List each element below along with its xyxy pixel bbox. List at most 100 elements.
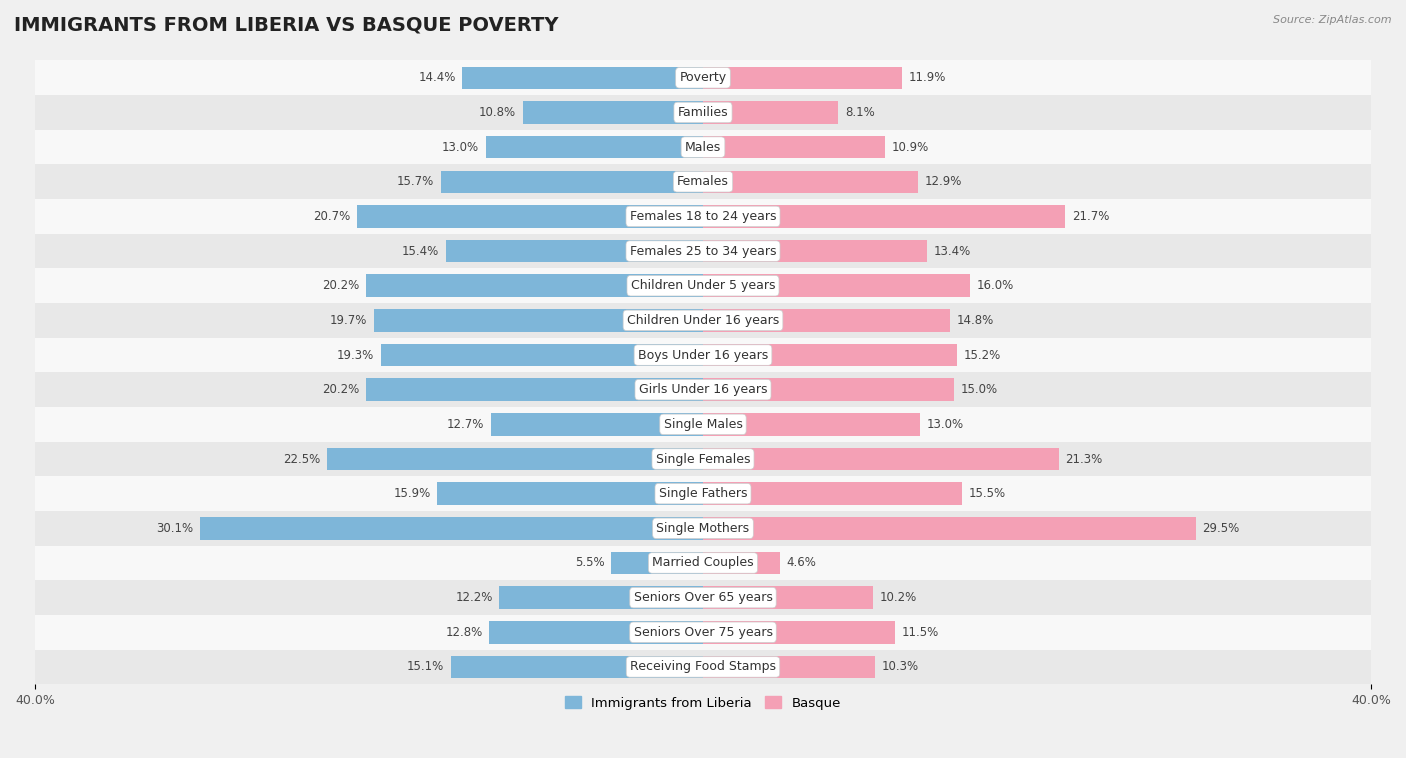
Bar (703, 205, 1066, 227)
Bar (35, 61, 1371, 96)
Text: 15.9%: 15.9% (394, 487, 430, 500)
Text: Children Under 5 years: Children Under 5 years (631, 279, 775, 293)
Bar (446, 240, 703, 262)
Bar (441, 171, 703, 193)
Text: Single Females: Single Females (655, 453, 751, 465)
Text: 4.6%: 4.6% (786, 556, 817, 569)
Bar (703, 413, 920, 436)
Text: Seniors Over 65 years: Seniors Over 65 years (634, 591, 772, 604)
Bar (489, 621, 703, 644)
Text: 20.2%: 20.2% (322, 384, 359, 396)
Text: 11.5%: 11.5% (901, 626, 939, 639)
Text: 22.5%: 22.5% (283, 453, 321, 465)
Bar (35, 476, 1371, 511)
Text: Source: ZipAtlas.com: Source: ZipAtlas.com (1274, 15, 1392, 25)
Bar (612, 552, 703, 575)
Bar (523, 102, 703, 124)
Text: 5.5%: 5.5% (575, 556, 605, 569)
Bar (366, 274, 703, 297)
Text: Girls Under 16 years: Girls Under 16 years (638, 384, 768, 396)
Bar (357, 205, 703, 227)
Text: 16.0%: 16.0% (977, 279, 1014, 293)
Bar (703, 378, 953, 401)
Bar (366, 378, 703, 401)
Text: 15.4%: 15.4% (402, 245, 439, 258)
Text: 30.1%: 30.1% (156, 522, 194, 535)
Bar (35, 164, 1371, 199)
Bar (35, 130, 1371, 164)
Text: 10.8%: 10.8% (479, 106, 516, 119)
Text: 10.3%: 10.3% (882, 660, 920, 673)
Text: 14.8%: 14.8% (957, 314, 994, 327)
Text: 13.0%: 13.0% (927, 418, 965, 431)
Text: 8.1%: 8.1% (845, 106, 875, 119)
Text: 13.0%: 13.0% (441, 141, 479, 154)
Text: 10.9%: 10.9% (891, 141, 929, 154)
Bar (703, 309, 950, 332)
Text: Single Males: Single Males (664, 418, 742, 431)
Text: 15.2%: 15.2% (963, 349, 1001, 362)
Bar (703, 67, 901, 89)
Bar (703, 621, 896, 644)
Bar (381, 344, 703, 366)
Text: 21.3%: 21.3% (1066, 453, 1102, 465)
Text: Receiving Food Stamps: Receiving Food Stamps (630, 660, 776, 673)
Bar (437, 482, 703, 505)
Text: 15.5%: 15.5% (969, 487, 1005, 500)
Bar (703, 136, 884, 158)
Bar (486, 136, 703, 158)
Text: Females 18 to 24 years: Females 18 to 24 years (630, 210, 776, 223)
Text: 12.9%: 12.9% (925, 175, 963, 188)
Text: Children Under 16 years: Children Under 16 years (627, 314, 779, 327)
Bar (703, 274, 970, 297)
Bar (703, 240, 927, 262)
Bar (328, 448, 703, 470)
Text: 20.7%: 20.7% (314, 210, 350, 223)
Bar (35, 199, 1371, 233)
Text: IMMIGRANTS FROM LIBERIA VS BASQUE POVERTY: IMMIGRANTS FROM LIBERIA VS BASQUE POVERT… (14, 15, 558, 34)
Bar (451, 656, 703, 678)
Bar (374, 309, 703, 332)
Text: Single Fathers: Single Fathers (659, 487, 747, 500)
Bar (35, 546, 1371, 581)
Text: Boys Under 16 years: Boys Under 16 years (638, 349, 768, 362)
Bar (35, 96, 1371, 130)
Bar (35, 581, 1371, 615)
Text: 12.8%: 12.8% (446, 626, 482, 639)
Text: Single Mothers: Single Mothers (657, 522, 749, 535)
Bar (35, 511, 1371, 546)
Text: 14.4%: 14.4% (419, 71, 456, 84)
Legend: Immigrants from Liberia, Basque: Immigrants from Liberia, Basque (560, 691, 846, 715)
Bar (35, 338, 1371, 372)
Bar (35, 372, 1371, 407)
Bar (703, 517, 1195, 540)
Text: 11.9%: 11.9% (908, 71, 946, 84)
Text: Seniors Over 75 years: Seniors Over 75 years (634, 626, 772, 639)
Bar (35, 407, 1371, 442)
Bar (35, 650, 1371, 684)
Text: Males: Males (685, 141, 721, 154)
Text: 13.4%: 13.4% (934, 245, 970, 258)
Bar (703, 482, 962, 505)
Bar (200, 517, 703, 540)
Bar (463, 67, 703, 89)
Bar (703, 344, 957, 366)
Bar (35, 303, 1371, 338)
Bar (35, 268, 1371, 303)
Bar (35, 442, 1371, 476)
Text: 10.2%: 10.2% (880, 591, 917, 604)
Bar (35, 233, 1371, 268)
Bar (703, 102, 838, 124)
Bar (35, 615, 1371, 650)
Text: 20.2%: 20.2% (322, 279, 359, 293)
Text: Families: Families (678, 106, 728, 119)
Bar (703, 587, 873, 609)
Text: 19.7%: 19.7% (330, 314, 367, 327)
Text: 15.1%: 15.1% (406, 660, 444, 673)
Bar (703, 171, 918, 193)
Text: 19.3%: 19.3% (336, 349, 374, 362)
Bar (703, 448, 1059, 470)
Text: 29.5%: 29.5% (1202, 522, 1240, 535)
Bar (499, 587, 703, 609)
Text: Married Couples: Married Couples (652, 556, 754, 569)
